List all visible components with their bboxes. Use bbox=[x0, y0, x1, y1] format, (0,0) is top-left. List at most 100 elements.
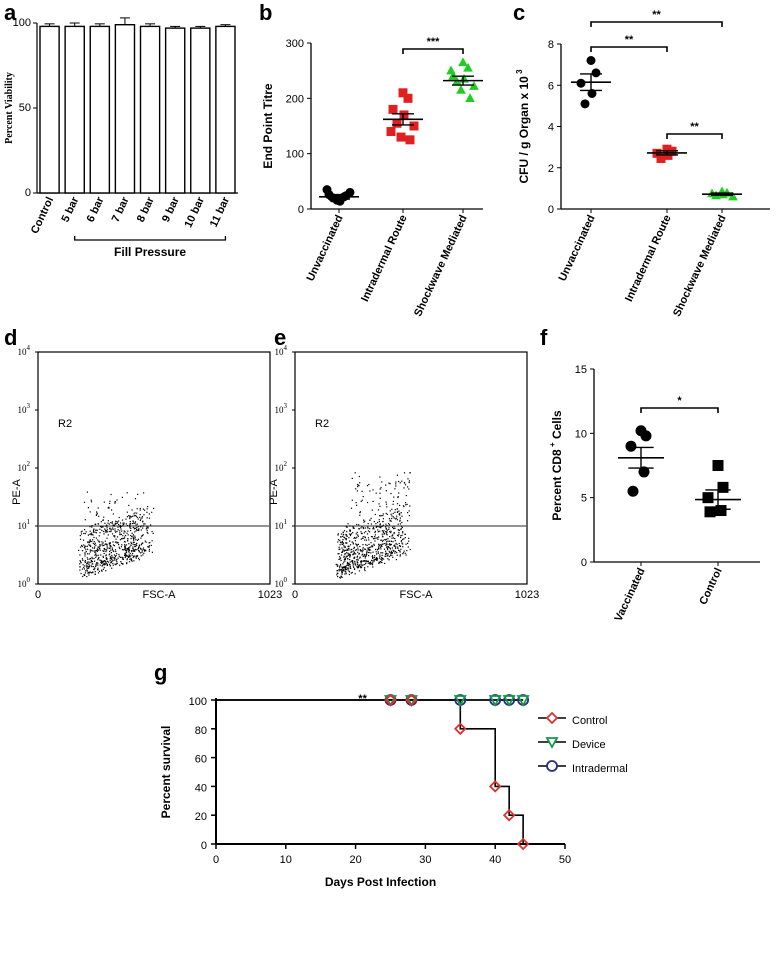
event-dot bbox=[98, 535, 100, 537]
event-dot bbox=[372, 551, 374, 553]
event-dot bbox=[378, 526, 380, 528]
event-dot bbox=[356, 531, 358, 534]
event-dot bbox=[388, 527, 390, 529]
event-dot bbox=[150, 524, 152, 526]
event-dot bbox=[108, 542, 110, 544]
significance-label: * bbox=[677, 395, 682, 407]
event-dot bbox=[370, 536, 373, 538]
event-dot bbox=[136, 555, 139, 557]
y-axis-title: End Point Titre bbox=[261, 83, 275, 168]
event-dot bbox=[142, 547, 145, 549]
event-dot bbox=[86, 567, 88, 569]
survival-marker-control bbox=[454, 722, 467, 736]
event-dot bbox=[117, 526, 119, 528]
y-axis-title-text: Percent CD8 bbox=[550, 449, 564, 521]
event-dot bbox=[146, 529, 148, 531]
event-dot bbox=[86, 565, 88, 567]
category-label: Intradermal Route bbox=[359, 213, 410, 303]
event-dot bbox=[134, 544, 136, 546]
x-tick-label: 50 bbox=[559, 854, 571, 866]
event-dot bbox=[136, 508, 138, 510]
event-dot bbox=[84, 561, 86, 563]
event-dot bbox=[99, 564, 101, 566]
event-dot bbox=[390, 493, 392, 495]
event-dot bbox=[371, 536, 374, 538]
event-dot bbox=[103, 567, 105, 569]
event-dot bbox=[405, 543, 407, 545]
event-dot bbox=[356, 561, 359, 564]
event-dot bbox=[375, 525, 377, 527]
event-dot bbox=[115, 538, 117, 540]
event-dot bbox=[350, 533, 353, 535]
event-dot bbox=[143, 514, 145, 516]
y-tick-label: 5 bbox=[581, 493, 587, 505]
event-dot bbox=[91, 556, 93, 558]
event-dot bbox=[85, 551, 87, 553]
event-dot bbox=[374, 534, 376, 536]
event-dot bbox=[130, 534, 132, 537]
data-point bbox=[591, 68, 601, 78]
event-dot bbox=[92, 571, 94, 573]
event-dot bbox=[99, 541, 101, 543]
y-tick-label: 6 bbox=[548, 80, 554, 92]
event-dot bbox=[354, 563, 356, 565]
event-dot bbox=[403, 482, 405, 484]
survival-marker-device bbox=[516, 695, 530, 707]
event-dot bbox=[347, 558, 349, 560]
event-dot bbox=[344, 566, 346, 568]
event-dot bbox=[130, 527, 132, 529]
event-dot bbox=[115, 555, 117, 557]
event-dot bbox=[396, 511, 399, 513]
event-dot bbox=[341, 576, 343, 578]
event-dot bbox=[353, 551, 356, 553]
plot-frame bbox=[37, 351, 271, 585]
event-dot bbox=[126, 532, 128, 534]
event-dot bbox=[115, 563, 118, 565]
event-dot bbox=[362, 536, 364, 538]
event-dot bbox=[382, 524, 384, 526]
event-dot bbox=[403, 550, 405, 552]
event-dot bbox=[383, 548, 386, 550]
event-dot bbox=[352, 527, 354, 529]
event-dot bbox=[140, 544, 142, 546]
event-dot bbox=[349, 566, 351, 568]
event-dot bbox=[92, 542, 94, 544]
event-dot bbox=[125, 551, 127, 553]
survival-marker-control bbox=[384, 693, 397, 707]
event-dot bbox=[376, 553, 378, 555]
event-dot bbox=[140, 518, 142, 520]
event-dot bbox=[343, 567, 345, 569]
event-dot bbox=[354, 540, 356, 542]
event-dot bbox=[394, 540, 396, 542]
event-dot bbox=[138, 550, 140, 552]
x-tick-label: 10 bbox=[280, 854, 292, 866]
event-dot bbox=[106, 547, 108, 549]
event-dot bbox=[97, 557, 99, 560]
panel-e-flow-plot: 100 101 102 103 1 0 4 R2 PE-A FSC-A 0 1023 bbox=[268, 344, 539, 601]
event-dot bbox=[88, 553, 90, 555]
event-dot bbox=[338, 546, 340, 548]
event-dot bbox=[114, 530, 116, 532]
event-dot bbox=[360, 538, 362, 540]
event-dot bbox=[133, 549, 135, 551]
event-dot bbox=[105, 525, 107, 527]
event-dot bbox=[379, 544, 381, 546]
event-dot bbox=[344, 568, 346, 570]
data-point bbox=[458, 57, 468, 67]
event-dot bbox=[86, 557, 88, 559]
event-dot bbox=[116, 536, 119, 538]
event-dot bbox=[116, 553, 118, 555]
event-dot bbox=[398, 529, 400, 531]
event-dot bbox=[119, 547, 121, 550]
event-dot bbox=[128, 551, 130, 553]
panel-f-scatter: 0 5 10 15 Percent CD8 + Cells Vaccinated Contr… bbox=[548, 364, 760, 623]
event-dot bbox=[102, 564, 104, 566]
y-tick-label: 0 bbox=[298, 204, 304, 216]
event-dot bbox=[82, 539, 85, 541]
event-dot bbox=[376, 558, 378, 560]
event-dot bbox=[384, 553, 387, 555]
event-dot bbox=[346, 526, 348, 528]
event-dot bbox=[391, 517, 393, 520]
event-dot bbox=[128, 549, 130, 551]
event-dot bbox=[378, 546, 380, 548]
